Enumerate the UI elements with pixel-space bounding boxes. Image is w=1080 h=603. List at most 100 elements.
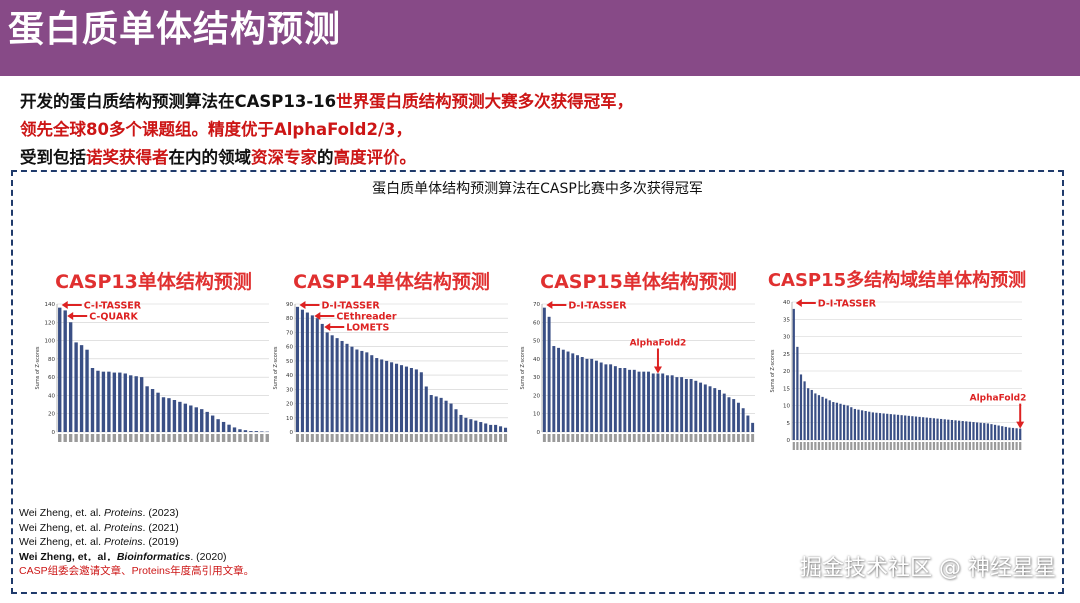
x-tick-mark xyxy=(90,434,95,442)
x-tick-mark xyxy=(993,442,997,450)
chart-casp15: CASP15单体结构预测 Sums of Z-scores 70 60 50 40 30 20… xyxy=(520,270,755,442)
x-tick-mark xyxy=(637,434,641,442)
bar xyxy=(90,368,95,432)
bar xyxy=(85,349,89,432)
x-tick-mark xyxy=(189,434,193,442)
x-tick-mark xyxy=(260,434,264,442)
x-tick-mark xyxy=(183,434,188,442)
y-tick-label: 5 xyxy=(787,421,791,427)
bar xyxy=(613,366,617,432)
x-tick-mark xyxy=(129,434,133,442)
annotation-label: D-I-TASSER xyxy=(818,299,877,310)
x-tick-mark xyxy=(265,434,269,442)
bar xyxy=(439,397,443,432)
intro-line-1-b: 世界蛋白质结构预测大赛多次获得冠军， xyxy=(336,92,634,111)
bar xyxy=(741,408,745,432)
y-tick-label: 20 xyxy=(48,412,55,418)
bar xyxy=(561,349,565,432)
bar xyxy=(330,335,334,432)
bar xyxy=(227,424,231,432)
y-tick-label: 60 xyxy=(533,320,540,326)
x-tick-mark xyxy=(1001,442,1004,450)
x-tick-mark xyxy=(74,434,78,442)
x-tick-mark xyxy=(628,434,632,442)
bar xyxy=(954,420,957,440)
bar xyxy=(609,364,613,432)
bar xyxy=(975,422,979,440)
x-tick-mark xyxy=(618,434,622,442)
x-tick-mark xyxy=(810,442,813,450)
bar xyxy=(703,384,707,432)
x-tick-mark xyxy=(997,442,1000,450)
y-tick-label: 50 xyxy=(286,359,293,365)
bar xyxy=(817,395,821,440)
bar xyxy=(404,366,408,432)
x-tick-mark xyxy=(832,442,835,450)
x-tick-mark xyxy=(814,442,817,450)
chart-panel-casp15: CASP15单体结构预测 Sums of Z-scores 70 60 50 40 30 20… xyxy=(516,264,761,450)
bar xyxy=(799,374,803,440)
bar xyxy=(882,413,885,440)
bar xyxy=(637,371,641,432)
x-tick-mark xyxy=(604,434,608,442)
bar xyxy=(350,346,354,432)
bar xyxy=(107,371,111,432)
watermark: 掘金技术社区 @ 神经星星 xyxy=(800,556,1056,581)
bar xyxy=(803,381,806,440)
x-tick-mark xyxy=(112,434,117,442)
intro-line-3-b: 诺奖获得者 xyxy=(86,148,169,167)
bar xyxy=(900,415,903,440)
bar xyxy=(74,342,78,432)
chart-title: CASP14单体结构预测 xyxy=(293,270,490,293)
y-axis-label: Sums of Z-scores xyxy=(273,346,279,389)
x-tick-mark xyxy=(145,434,149,442)
bar xyxy=(216,419,220,432)
bar xyxy=(464,417,468,432)
x-tick-mark xyxy=(684,434,688,442)
x-tick-mark xyxy=(680,434,684,442)
bar xyxy=(968,421,972,440)
bar xyxy=(557,347,561,432)
x-tick-mark xyxy=(161,434,166,442)
annotation-label: AlphaFold2 xyxy=(630,338,687,348)
bar xyxy=(494,424,498,432)
bar xyxy=(320,323,324,432)
bar xyxy=(950,419,954,440)
y-tick-label: 90 xyxy=(286,302,293,308)
x-tick-mark xyxy=(249,434,253,442)
x-tick-mark xyxy=(474,434,478,442)
reference-note: CASP组委会邀请文章、Proteins年度高引用文章。 xyxy=(19,565,255,577)
x-tick-mark xyxy=(825,442,828,450)
y-tick-label: 70 xyxy=(533,302,540,308)
bar xyxy=(922,417,925,440)
y-tick-label: 30 xyxy=(533,375,540,381)
bar xyxy=(689,378,693,432)
bar xyxy=(670,375,674,432)
x-tick-mark xyxy=(943,442,946,450)
page-title: 蛋白质单体结构预测 xyxy=(8,9,342,50)
bar xyxy=(618,368,622,432)
x-tick-mark xyxy=(979,442,982,450)
x-tick-mark xyxy=(590,434,594,442)
x-tick-mark xyxy=(295,434,300,442)
bar xyxy=(911,416,914,440)
bar xyxy=(665,375,669,432)
arrow-head xyxy=(1016,421,1025,429)
bar xyxy=(172,400,177,432)
bar xyxy=(580,357,584,432)
bar xyxy=(599,362,603,432)
x-tick-mark xyxy=(842,442,846,450)
bar xyxy=(972,422,975,440)
bar xyxy=(310,315,314,432)
x-tick-mark xyxy=(243,434,248,442)
bar xyxy=(499,426,503,432)
bar xyxy=(178,401,182,432)
x-tick-mark xyxy=(972,442,975,450)
bar xyxy=(807,388,810,440)
annotation-label: D-I-TASSER xyxy=(568,301,627,312)
x-tick-mark xyxy=(957,442,961,450)
bar xyxy=(896,414,900,440)
bar xyxy=(647,371,650,432)
x-tick-mark xyxy=(886,442,889,450)
arrow-head xyxy=(324,323,331,331)
